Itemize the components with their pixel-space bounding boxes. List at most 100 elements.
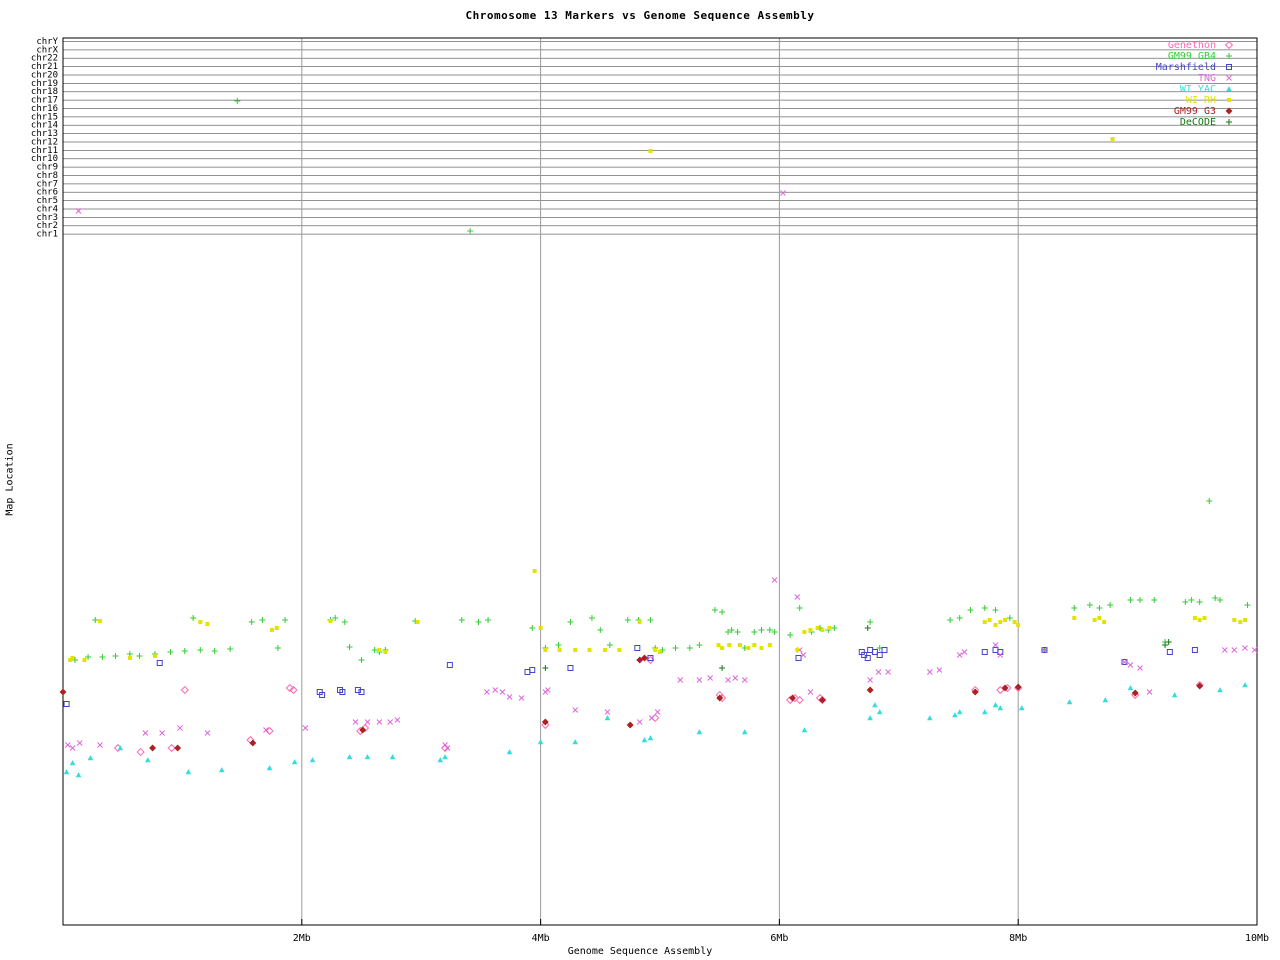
- data-point-marshfield: [981, 649, 988, 655]
- data-point-wi-rh: [532, 569, 537, 573]
- data-point-gm99-gb4: [234, 98, 241, 104]
- data-point-gm99-gb4: [567, 619, 574, 625]
- data-point-marshfield: [864, 655, 871, 661]
- data-point-wi-yac: [389, 754, 396, 760]
- data-point-gm99-gb4: [719, 609, 726, 615]
- legend-marker-wi-yac: [1226, 86, 1232, 92]
- data-point-wi-rh: [1238, 620, 1243, 624]
- plot-title: Chromosome 13 Markers vs Genome Sequence…: [465, 9, 815, 22]
- data-point-wi-yac: [1066, 699, 1073, 705]
- data-point-gm99-gb4: [796, 605, 803, 611]
- data-point-tng: [696, 677, 703, 683]
- data-point-wi-yac: [346, 754, 353, 760]
- data-point-wi-yac: [437, 757, 444, 763]
- y-axis-chromosome-label: chr12: [31, 137, 58, 147]
- data-point-wi-rh: [795, 648, 800, 652]
- data-point-genethon: [289, 685, 298, 695]
- data-point-tng: [97, 742, 103, 748]
- data-point-wi-yac: [1018, 705, 1025, 711]
- data-point-wi-rh: [1102, 620, 1107, 624]
- data-point-gm99-gb4: [458, 617, 465, 623]
- data-point-wi-rh: [767, 643, 772, 647]
- data-point-wi-yac: [981, 709, 988, 715]
- y-axis-chromosome-label: chr9: [36, 163, 58, 173]
- data-point-gm99-gb4: [136, 653, 143, 659]
- data-point-wi-yac: [801, 727, 808, 733]
- data-point-wi-yac: [117, 745, 124, 751]
- data-point-marshfield: [795, 655, 802, 661]
- legend-label-tng: TNG: [1198, 73, 1216, 84]
- data-point-tng: [1041, 647, 1048, 653]
- data-point-tng: [648, 715, 655, 721]
- data-point-gm99-gb4: [211, 648, 218, 654]
- data-point-tng: [956, 652, 963, 658]
- data-point-wi-yac: [185, 769, 192, 775]
- data-point-gm99-g3: [626, 721, 634, 729]
- data-point-tng: [64, 742, 71, 748]
- data-point-gm99-gb4: [1151, 597, 1158, 603]
- data-point-marshfield: [1191, 647, 1198, 653]
- y-axis-chromosome-label: chr8: [36, 171, 58, 181]
- data-point-wi-yac: [876, 709, 883, 715]
- data-point-gm99-gb4: [341, 619, 348, 625]
- data-point-tng: [677, 677, 684, 683]
- data-point-gm99-gb4: [1196, 599, 1203, 605]
- legend-marker-wi-rh: [1227, 98, 1231, 102]
- data-point-wi-yac: [1171, 692, 1178, 698]
- data-point-gm99-gb4: [867, 619, 874, 625]
- data-point-gm99-gb4: [1212, 595, 1219, 601]
- data-point-gm99-g3: [59, 688, 67, 696]
- data-point-gm99-gb4: [624, 617, 631, 623]
- data-point-wi-yac: [291, 759, 298, 765]
- x-tick-label: 10Mb: [1245, 933, 1269, 944]
- data-point-gm99-g3: [359, 726, 367, 734]
- legend-label-genethon: Genethon: [1168, 40, 1216, 51]
- data-point-marshfield: [156, 660, 163, 666]
- data-point-genethon: [136, 747, 145, 757]
- x-tick-label: 4Mb: [532, 933, 550, 944]
- data-point-gm99-gb4: [1086, 602, 1093, 608]
- data-point-gm99-gb4: [167, 649, 174, 655]
- data-point-gm99-g3: [174, 744, 182, 752]
- data-point-wi-yac: [952, 712, 958, 718]
- data-point-tng: [997, 652, 1004, 658]
- data-point-gm99-g3: [636, 656, 644, 664]
- data-point-genethon: [285, 683, 294, 693]
- data-point-wi-rh: [987, 618, 992, 622]
- data-point-gm99-gb4: [1096, 605, 1103, 611]
- data-point-gm99-gb4: [696, 642, 703, 648]
- legend-marker-decode: [1226, 119, 1232, 125]
- data-point-wi-rh: [720, 646, 725, 650]
- data-point-tng: [885, 669, 891, 675]
- legend-marker-genethon: [1224, 40, 1234, 50]
- data-point-tng: [875, 669, 882, 675]
- data-point-tng: [177, 725, 183, 731]
- data-point-gm99-gb4: [1216, 597, 1223, 603]
- data-point-gm99-gb4: [358, 657, 365, 663]
- data-point-gm99-gb4: [181, 648, 188, 654]
- data-point-gm99-gb4: [734, 629, 741, 635]
- data-point-tng: [518, 695, 525, 701]
- data-point-wi-yac: [266, 765, 273, 771]
- data-point-wi-rh: [727, 643, 732, 647]
- y-axis-chromosome-label: chr16: [31, 104, 58, 114]
- data-point-gm99-gb4: [947, 617, 954, 623]
- x-tick-label: 2Mb: [293, 933, 311, 944]
- data-point-wi-rh: [1003, 618, 1008, 622]
- data-point-marshfield: [871, 649, 878, 655]
- data-point-gm99-gb4: [647, 617, 654, 623]
- data-point-tng: [800, 652, 807, 658]
- data-point-gm99-gb4: [485, 617, 492, 623]
- data-point-wi-rh: [982, 620, 987, 624]
- data-point-tng: [794, 594, 801, 600]
- y-axis-chromosome-label: chr21: [31, 62, 58, 72]
- data-point-marshfield: [867, 647, 874, 653]
- data-point-wi-rh: [68, 658, 73, 662]
- data-point-wi-rh: [377, 648, 382, 652]
- data-point-tng: [936, 667, 943, 673]
- data-point-gm99-gb4: [787, 632, 794, 638]
- data-point-tng: [484, 689, 490, 695]
- data-point-gm99-gb4: [766, 627, 773, 633]
- data-point-tng: [1137, 665, 1143, 671]
